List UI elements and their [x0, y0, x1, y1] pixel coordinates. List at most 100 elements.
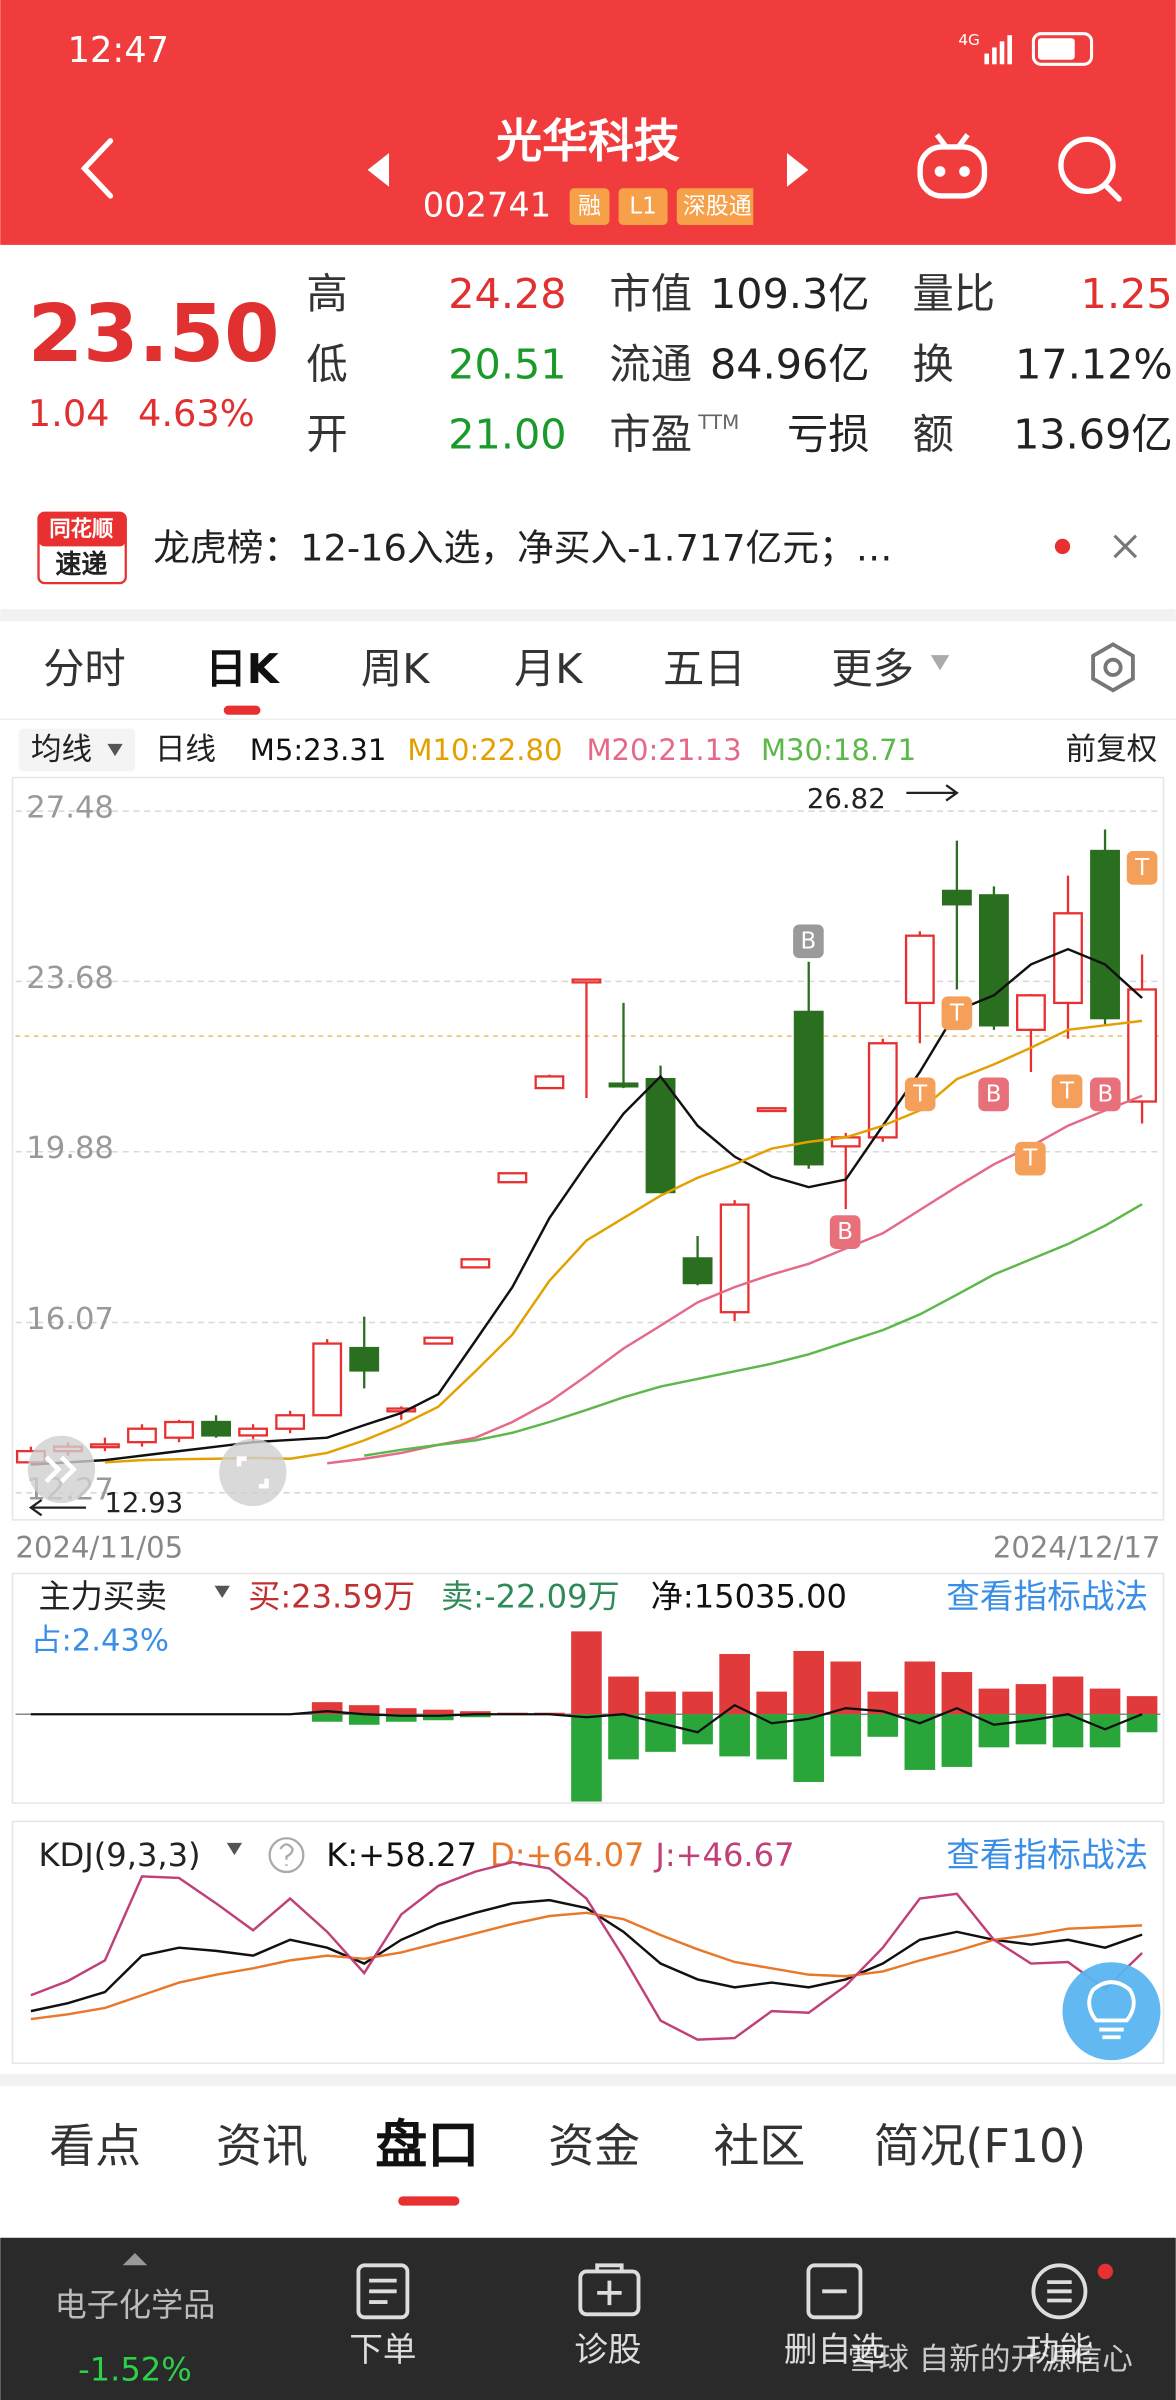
ma-menu[interactable] [18, 728, 135, 772]
watermark: 雪球 自新的开源信心 [848, 2343, 1133, 2378]
low-label: 12.93 [104, 1487, 183, 1519]
next-stock[interactable] [786, 153, 809, 187]
bottom-tab[interactable]: 看点 [49, 2119, 141, 2173]
candle-body [1090, 849, 1120, 1020]
candle-body [349, 1346, 380, 1372]
panel-legend: D:+64.07 [490, 1836, 644, 1874]
mainforce-bar [941, 1714, 973, 1767]
trade-mark-bg [941, 996, 973, 1031]
candle-body [201, 1420, 231, 1437]
prev-stock[interactable] [367, 153, 390, 187]
chart-tab[interactable]: 五日 [663, 645, 746, 693]
mainforce-bar [830, 1714, 862, 1757]
field-value: 84.96亿 [710, 340, 870, 388]
trade-mark-bg [793, 924, 824, 959]
robot-eye [934, 166, 946, 177]
field-label: 开 [306, 411, 347, 459]
indicator-link[interactable]: 查看指标战法 [946, 1836, 1148, 1875]
bottom-tab[interactable]: 资讯 [216, 2119, 308, 2173]
change: 1.04 [28, 392, 110, 435]
candle-body [1127, 988, 1158, 1103]
panel-title[interactable]: 主力买卖 [39, 1577, 168, 1615]
sector-change: -1.52% [78, 2350, 192, 2388]
mainforce-bar [385, 1714, 417, 1722]
nav-item[interactable]: 诊股 [574, 2330, 641, 2369]
dropdown-arrow [107, 743, 123, 757]
mainforce-bar [1015, 1684, 1047, 1715]
signal-icon [984, 35, 1012, 65]
indicator-link[interactable]: 查看指标战法 [946, 1577, 1148, 1616]
bottom-tab[interactable]: 社区 [714, 2119, 806, 2173]
search-icon[interactable] [1058, 136, 1122, 202]
nav-item[interactable]: 删自选 [784, 2330, 885, 2369]
bottom-tab[interactable]: 简况(F10) [874, 2119, 1086, 2173]
mainforce-bar [978, 1688, 1010, 1715]
y-tick-label: 19.88 [26, 1131, 114, 1166]
field-label: 额 [912, 411, 953, 459]
trade-mark: B [986, 1081, 1002, 1107]
news-bar[interactable] [0, 489, 1176, 610]
candle-body [312, 1342, 343, 1417]
trade-mark-bg [1090, 1077, 1121, 1112]
nav-item[interactable]: 下单 [349, 2330, 416, 2369]
kdj-frame [11, 1820, 1165, 2065]
candle-body [756, 1107, 787, 1113]
chart-tab[interactable]: 周K [361, 645, 430, 693]
chart-tab[interactable]: 分时 [43, 645, 126, 693]
bulb-icon [1087, 1980, 1136, 2040]
panel-legend: 净:15035.00 [651, 1577, 847, 1615]
candle-body [423, 1336, 454, 1345]
tag: 融 [578, 194, 601, 220]
unread-dot [1054, 538, 1071, 555]
panel-title[interactable]: KDJ(9,3,3) [39, 1836, 201, 1874]
ma-legend: M10:22.80 [407, 733, 562, 767]
mainforce-bar [571, 1714, 602, 1802]
status-time: 12:47 [68, 30, 169, 71]
trade-mark: T [949, 1000, 965, 1026]
close-news[interactable] [1113, 534, 1138, 559]
trade-mark: B [1097, 1081, 1113, 1107]
help-icon[interactable] [268, 1837, 305, 1874]
tips-button[interactable] [1062, 1962, 1161, 2061]
mainforce-bar [1089, 1688, 1121, 1715]
field-label: 市盈 [609, 411, 692, 459]
nav-item[interactable]: 功能 [1026, 2330, 1093, 2369]
news-logo-top [38, 512, 126, 547]
adjust[interactable]: 前复权 [1066, 733, 1158, 768]
bottom-nav [0, 2237, 1176, 2400]
mainforce-bar [571, 1631, 602, 1715]
chart-tab[interactable]: 更多 [831, 645, 914, 693]
candle-body [941, 889, 972, 906]
bottom-tab[interactable]: 资金 [548, 2119, 640, 2173]
mainforce-bar [867, 1714, 899, 1737]
candle-body [164, 1420, 194, 1439]
fullscreen-button[interactable] [219, 1438, 287, 1507]
bottom-tab[interactable]: 盘口 [375, 2116, 479, 2176]
tag-bg [618, 188, 668, 225]
sector-name[interactable]: 电子化学品 [55, 2286, 216, 2324]
chart-tab[interactable]: 日K [205, 645, 280, 693]
trade-mark: T [1059, 1078, 1075, 1104]
trade-mark: T [1134, 855, 1150, 881]
expand-icon [44, 1455, 77, 1484]
panel-legend: J:+46.67 [653, 1836, 794, 1874]
change-pct: 4.63% [138, 392, 255, 435]
field-label: 量比 [912, 270, 995, 318]
back-button[interactable] [80, 138, 114, 199]
mainforce-bar [423, 1709, 454, 1715]
field-value: 21.00 [448, 411, 566, 459]
net-line [30, 1703, 1143, 1734]
trade-mark-bg [1051, 1074, 1083, 1109]
help-glyph [279, 1843, 294, 1866]
mainforce-bar [1126, 1714, 1158, 1733]
settings-icon[interactable] [1091, 642, 1135, 693]
y-tick-label: 16.07 [26, 1302, 114, 1337]
mainforce-bar [460, 1711, 491, 1715]
panel-legend: 买:23.59万 [248, 1577, 415, 1615]
trade-mark-bg [829, 1215, 861, 1249]
ma-legend: M20:21.13 [586, 733, 741, 767]
mainforce-bar [348, 1705, 380, 1715]
robot-icon[interactable] [917, 133, 988, 199]
candle-body [904, 934, 935, 1005]
chart-tab[interactable]: 月K [514, 645, 583, 693]
